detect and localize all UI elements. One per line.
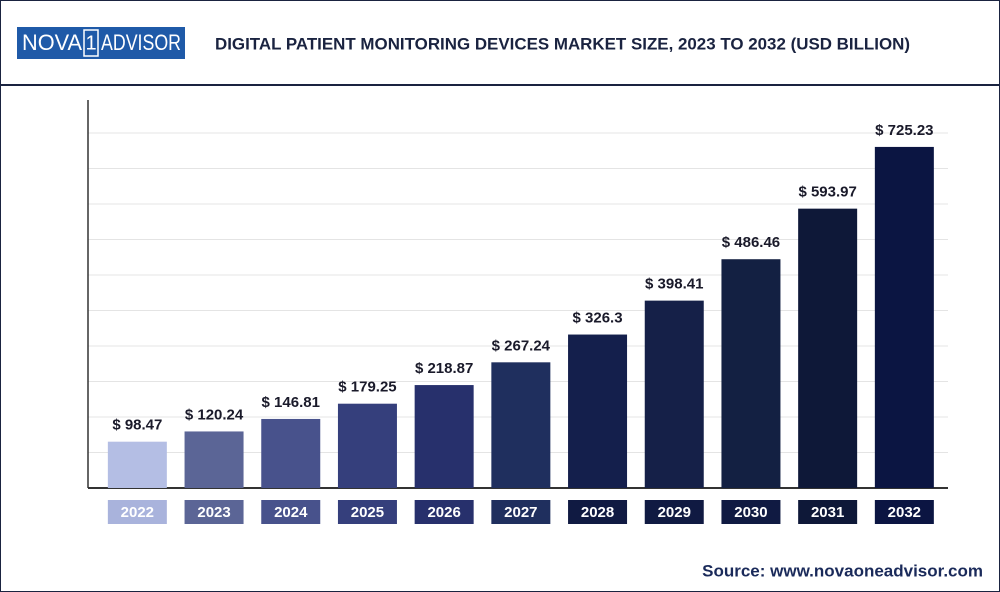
x-tick-label: 2027 [504, 504, 537, 521]
bar [337, 403, 397, 488]
x-tick-label: 2028 [581, 504, 614, 521]
x-tick-label: 2024 [274, 504, 308, 521]
chart-title: DIGITAL PATIENT MONITORING DEVICES MARKE… [215, 34, 910, 53]
bar [644, 300, 704, 488]
x-label-box [184, 500, 244, 524]
x-tick-label: 2029 [658, 504, 691, 521]
x-tick-label: 2030 [734, 504, 767, 521]
value-label: $ 593.97 [798, 184, 856, 201]
x-label-box [568, 500, 628, 524]
logo-text: 1 [85, 32, 96, 54]
value-label: $ 725.23 [875, 122, 933, 139]
x-label-box [874, 500, 934, 524]
x-label-box [491, 500, 551, 524]
value-label: $ 398.41 [645, 276, 703, 293]
logo-box [17, 27, 185, 59]
x-label-box [261, 500, 321, 524]
x-label-box [798, 500, 858, 524]
x-tick-label: 2026 [427, 504, 460, 521]
value-label: $ 218.87 [415, 360, 473, 377]
value-label: $ 120.24 [185, 406, 244, 423]
value-label: $ 146.81 [262, 394, 320, 411]
bar [184, 431, 244, 488]
x-label-box [107, 500, 167, 524]
x-label-box [644, 500, 704, 524]
bar [874, 146, 934, 489]
logo-text: ADVISOR [101, 30, 181, 55]
value-label: $ 267.24 [492, 337, 551, 354]
x-tick-label: 2032 [888, 504, 921, 521]
x-tick-label: 2023 [197, 504, 230, 521]
x-label-box [721, 500, 781, 524]
bar [261, 418, 321, 488]
bar [107, 441, 167, 488]
bar [721, 259, 781, 488]
bar [491, 362, 551, 488]
bar [568, 334, 628, 488]
value-label: $ 326.3 [573, 310, 623, 327]
source: Source: www.novaoneadvisor.com [702, 561, 983, 580]
x-label-box [414, 500, 474, 524]
x-tick-label: 2031 [811, 504, 844, 521]
value-label: $ 486.46 [722, 234, 780, 251]
x-label-box [337, 500, 397, 524]
x-tick-label: 2022 [121, 504, 154, 521]
value-label: $ 98.47 [112, 417, 162, 434]
value-label: $ 179.25 [338, 379, 396, 396]
logo-mark [83, 29, 99, 57]
bar [414, 385, 474, 488]
bar [798, 208, 858, 488]
x-tick-label: 2025 [351, 504, 384, 521]
logo-text: NOVA [22, 30, 82, 55]
